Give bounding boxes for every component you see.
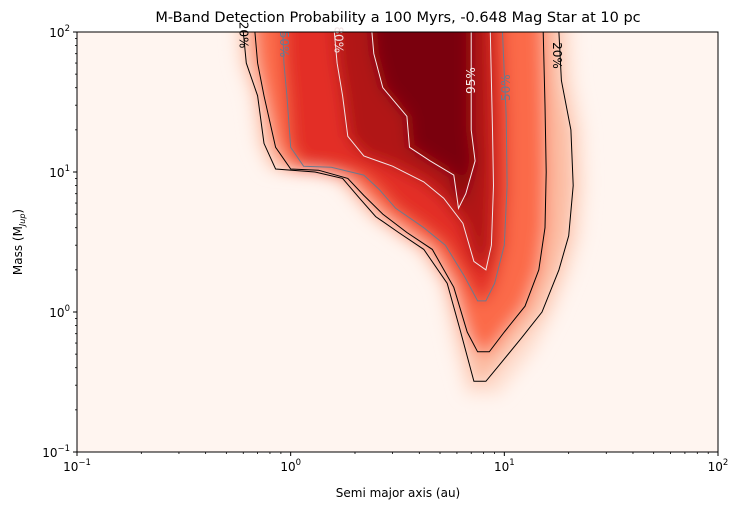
- contour-line-95: [371, 32, 476, 210]
- chart-title: M-Band Detection Probability a 100 Myrs,…: [155, 10, 640, 26]
- contour-line-80: [333, 32, 495, 271]
- contour-label-20-right: 20%: [550, 42, 564, 69]
- y-axis-label-sub: Jup: [18, 214, 27, 229]
- x-tick-label: 10−1: [63, 458, 91, 474]
- y-axis: 10−1 100 101 102: [42, 24, 77, 460]
- plot-area: 20% 50% 95% 20% 50% 80%: [76, 22, 719, 453]
- contour-line-20: [242, 32, 574, 382]
- contour-label-95: 95%: [464, 67, 478, 94]
- contour-label-80-left: 80%: [331, 26, 345, 53]
- x-tick-label: 100: [280, 458, 301, 474]
- contour-layer: [242, 32, 574, 382]
- contour-label-50-right: 50%: [499, 74, 513, 101]
- contour-line-30: [254, 32, 547, 353]
- y-axis-label-end: ): [11, 209, 25, 214]
- contour-label-20-left: 20%: [236, 22, 250, 49]
- contour-line-50: [282, 32, 508, 302]
- y-tick-label: 102: [49, 24, 70, 40]
- y-tick-label: 100: [49, 304, 70, 320]
- heatmap-region-95: [371, 32, 476, 209]
- y-axis-label-main: Mass (M: [11, 226, 25, 275]
- plot-frame: [76, 31, 719, 453]
- contour-label-50-left: 50%: [277, 31, 291, 58]
- y-tick-label: 10−1: [42, 444, 70, 460]
- x-axis: 10−1 100 101 102: [63, 452, 728, 474]
- y-tick-label: 101: [49, 164, 70, 180]
- y-axis-label: Mass (MJup): [11, 209, 27, 275]
- x-tick-label: 101: [494, 458, 515, 474]
- contour-label-layer: 20% 50% 95% 20% 50% 80%: [236, 22, 564, 101]
- x-tick-label: 102: [708, 458, 729, 474]
- x-axis-label: Semi major axis (au): [336, 486, 460, 500]
- heatmap-layer: [235, 32, 587, 395]
